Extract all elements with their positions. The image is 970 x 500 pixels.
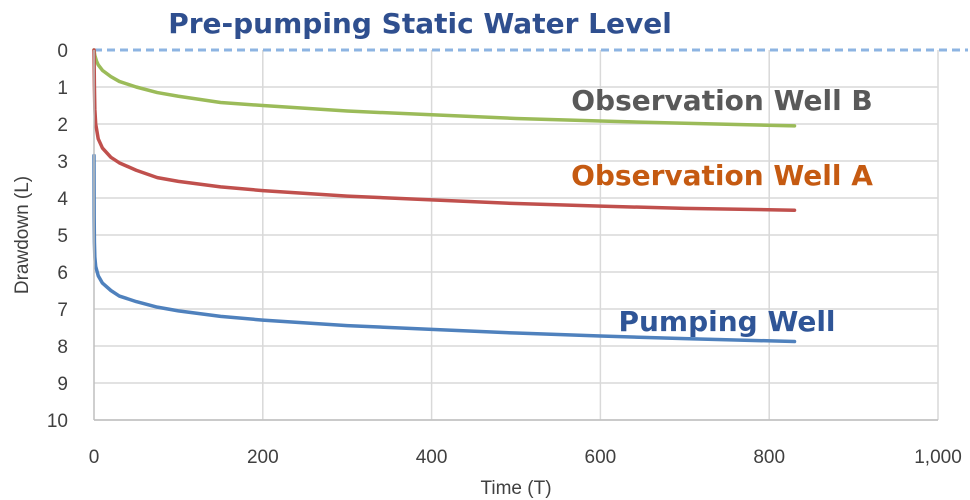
observation-well-b-label: Observation Well B xyxy=(571,84,873,117)
y-tick-label: 1 xyxy=(57,78,68,99)
static-water-level-label: Pre-pumping Static Water Level xyxy=(168,7,672,40)
x-tick-label: 800 xyxy=(753,447,785,468)
axes: 0 1 2 3 4 5 6 7 8 9 10 0 200 400 600 800 1,000 Time (T) Dr… xyxy=(12,41,962,499)
y-tick-label: 8 xyxy=(57,337,68,358)
y-tick-label: 3 xyxy=(57,152,68,173)
pumping-well-line xyxy=(92,153,797,344)
x-tick-label: 400 xyxy=(416,447,448,468)
grid xyxy=(94,50,939,421)
observation-well-a-label: Observation Well A xyxy=(571,159,873,192)
y-tick-label: 2 xyxy=(57,115,68,136)
y-tick-label: 7 xyxy=(57,300,68,321)
x-tick-label: 0 xyxy=(89,447,100,468)
y-tick-label: 5 xyxy=(57,226,68,247)
y-tick-label: 6 xyxy=(57,263,68,284)
pumping-well-label: Pumping Well xyxy=(618,305,835,338)
x-tick-label: 600 xyxy=(585,447,617,468)
observation-well-b-line xyxy=(92,48,797,128)
labels: Pre-pumping Static Water Level Observatio… xyxy=(168,7,873,338)
y-tick-label: 4 xyxy=(57,189,68,210)
x-tick-label: 200 xyxy=(247,447,279,468)
y-axis-title: Drawdown (L) xyxy=(12,176,33,294)
y-tick-label: 0 xyxy=(57,41,68,62)
y-tick-label: 10 xyxy=(47,411,68,432)
observation-well-a-line xyxy=(92,48,797,212)
y-tick-label: 9 xyxy=(57,374,68,395)
series-group xyxy=(92,48,797,344)
x-tick-label: 1,000 xyxy=(914,447,962,468)
x-axis-title: Time (T) xyxy=(480,478,551,499)
